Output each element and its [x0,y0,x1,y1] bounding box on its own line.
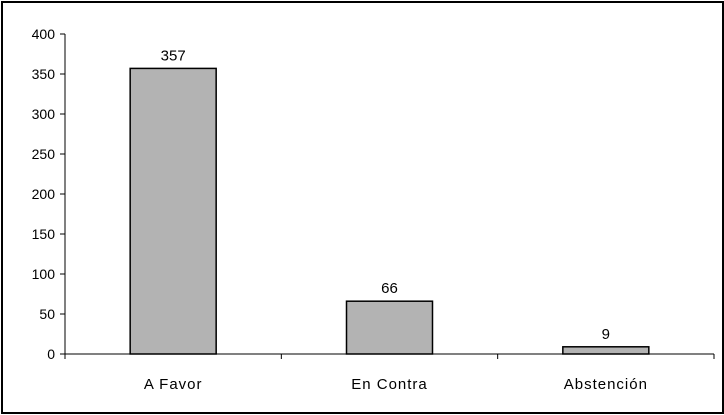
category-labels: A Favor En Contra Abstención [144,376,648,393]
bar [345,300,434,355]
y-tick-label: 300 [32,106,56,122]
y-tick-label: 250 [32,146,56,162]
y-tick-label: 0 [47,346,55,362]
bar [129,67,217,355]
x-category-label: A Favor [144,376,203,393]
y-tick-label: 350 [32,66,56,82]
y-tick-label: 150 [32,226,56,242]
x-category-label: En Contra [351,376,428,393]
data-label: 357 [161,47,186,64]
y-tick-label: 200 [32,186,56,202]
y-tick-label: 100 [32,266,56,282]
data-label: 66 [381,280,398,297]
y-tick-label: 50 [39,306,55,322]
data-labels: 357 66 9 [161,47,610,342]
x-category-label: Abstención [564,376,648,393]
data-label: 9 [602,326,610,343]
bars [129,67,650,355]
y-axis-ticks: 0 50 100 150 200 250 300 350 400 [32,26,65,362]
y-tick-label: 400 [32,26,56,42]
bar [562,346,650,355]
